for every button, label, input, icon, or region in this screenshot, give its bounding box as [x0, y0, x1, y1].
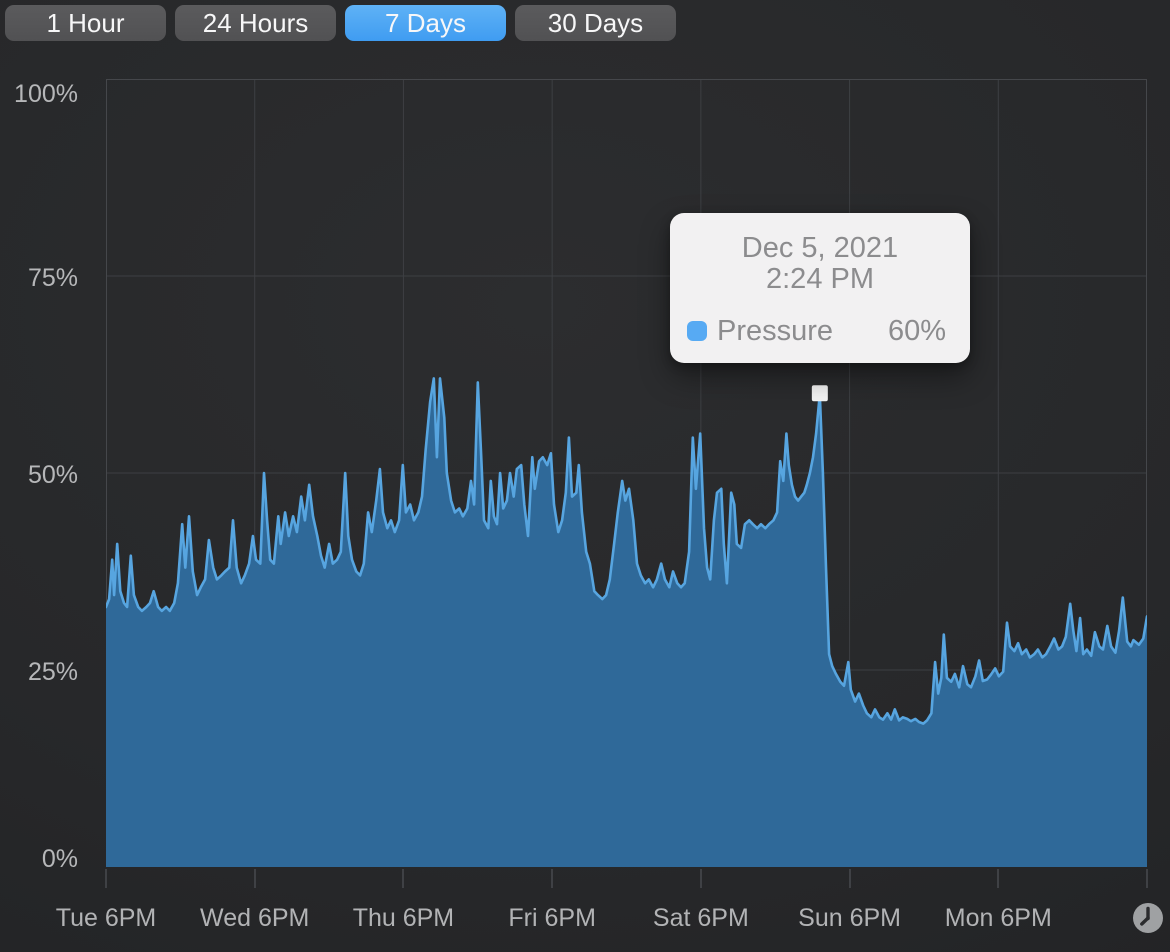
- pressure-area: [106, 378, 1147, 867]
- x-axis-label: Sat 6PM: [652, 904, 749, 932]
- x-axis-label: Mon 6PM: [944, 904, 1052, 932]
- y-axis-label: 25%: [27, 658, 78, 686]
- x-axis-label: Wed 6PM: [200, 904, 310, 932]
- tooltip-title: Dec 5, 2021 2:24 PM: [670, 213, 970, 295]
- x-axis-tick: [1146, 869, 1148, 888]
- x-axis-tick: [848, 869, 851, 888]
- chart-tooltip: Dec 5, 2021 2:24 PM Pressure 60%: [670, 213, 970, 363]
- selected-point-marker: [811, 385, 828, 402]
- x-axis-tick: [402, 869, 405, 888]
- pressure-line: [106, 377, 1147, 725]
- x-axis-label: Tue 6PM: [55, 904, 157, 932]
- pressure-legend-swatch: [687, 321, 707, 341]
- x-axis-tick: [699, 869, 702, 888]
- time-range-button-30-days[interactable]: 30 Days: [515, 5, 676, 41]
- x-axis-tick: [997, 869, 1000, 888]
- tooltip-series-row: Pressure 60%: [687, 314, 946, 347]
- tooltip-series-value: 60%: [887, 314, 946, 347]
- tooltip-date: Dec 5, 2021: [741, 232, 899, 264]
- x-axis-tick: [551, 869, 554, 888]
- tooltip-series-label: Pressure: [717, 314, 834, 347]
- y-axis-label: 0%: [41, 845, 78, 873]
- time-range-button-group: 1 Hour 24 Hours 7 Days 30 Days: [5, 5, 676, 41]
- tooltip-time: 2:24 PM: [766, 263, 874, 295]
- time-range-button-1-hour[interactable]: 1 Hour: [5, 5, 166, 41]
- x-axis-label: Thu 6PM: [352, 904, 455, 932]
- chart-plot-area[interactable]: [106, 79, 1147, 867]
- clock-icon-glyph: [1133, 903, 1163, 933]
- x-axis-label: Fri 6PM: [508, 904, 596, 932]
- x-axis-tick: [253, 869, 256, 888]
- y-axis-label: 75%: [27, 264, 78, 292]
- x-axis-label: Sun 6PM: [798, 904, 901, 932]
- y-axis-label: 50%: [27, 461, 78, 489]
- time-range-button-7-days[interactable]: 7 Days: [345, 5, 506, 41]
- y-axis-label: 100%: [14, 80, 78, 108]
- clock-icon[interactable]: [1133, 903, 1163, 933]
- pressure-area-chart: [106, 79, 1147, 867]
- time-range-button-24-hours[interactable]: 24 Hours: [175, 5, 336, 41]
- x-axis-tick: [105, 869, 107, 888]
